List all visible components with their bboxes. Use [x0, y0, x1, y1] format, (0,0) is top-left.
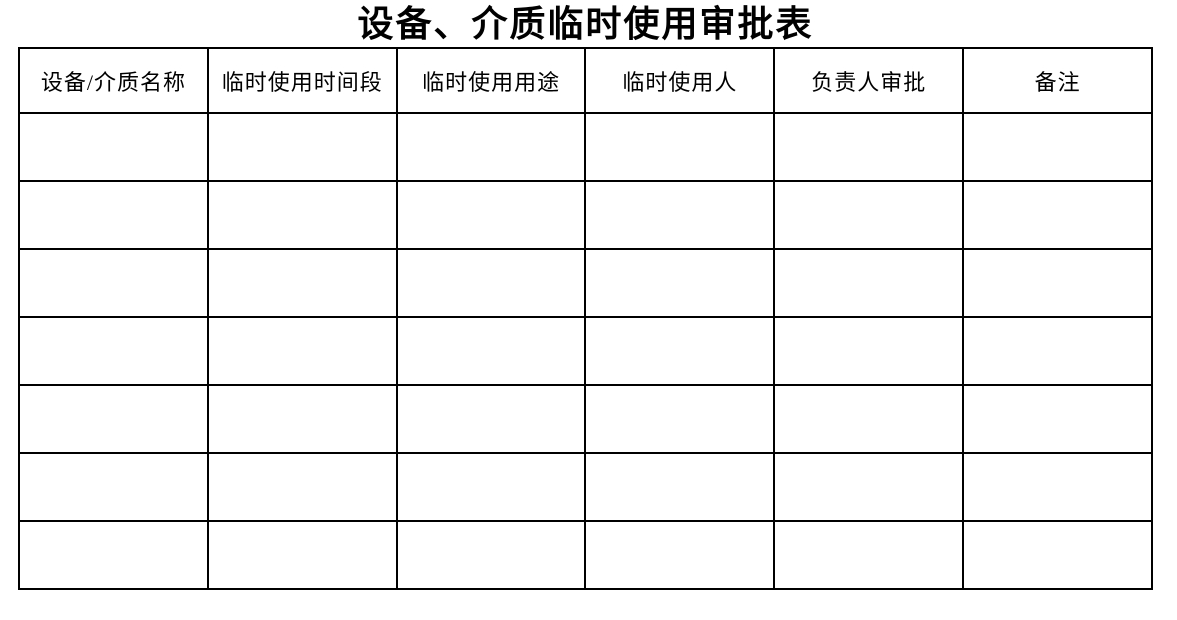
table-cell[interactable]: [773, 452, 965, 522]
table-cell[interactable]: [395, 520, 587, 590]
table-row: [18, 248, 1153, 318]
table-cell[interactable]: [584, 452, 776, 522]
table-cell[interactable]: [395, 248, 587, 318]
table-cell[interactable]: [962, 520, 1153, 590]
table-cell[interactable]: [206, 452, 398, 522]
table-cell[interactable]: [584, 112, 776, 182]
table-cell[interactable]: [584, 316, 776, 386]
table-cell[interactable]: [584, 384, 776, 454]
table-cell[interactable]: [584, 520, 776, 590]
table-cell[interactable]: [962, 316, 1153, 386]
table-cell[interactable]: [18, 520, 209, 590]
table-row: [18, 112, 1153, 182]
table-cell[interactable]: [395, 316, 587, 386]
table-cell[interactable]: [206, 316, 398, 386]
table-row: [18, 316, 1153, 386]
table-cell[interactable]: [206, 248, 398, 318]
table-cell[interactable]: [18, 316, 209, 386]
column-header-temporary-use-period: 临时使用时间段: [206, 47, 398, 114]
table-cell[interactable]: [773, 180, 965, 250]
table-cell[interactable]: [773, 248, 965, 318]
table-header: 设备/介质名称 临时使用时间段 临时使用用途 临时使用人 负责人审批 备注: [18, 47, 1153, 114]
table-cell[interactable]: [962, 112, 1153, 182]
table-cell[interactable]: [395, 452, 587, 522]
table-row: [18, 520, 1153, 590]
column-header-temporary-use-purpose: 临时使用用途: [395, 47, 587, 114]
table-cell[interactable]: [773, 112, 965, 182]
table-cell[interactable]: [18, 112, 209, 182]
table-row: [18, 180, 1153, 250]
table-cell[interactable]: [962, 384, 1153, 454]
table-cell[interactable]: [206, 520, 398, 590]
table-cell[interactable]: [206, 180, 398, 250]
table-row: [18, 452, 1153, 522]
column-header-device-media-name: 设备/介质名称: [18, 47, 209, 114]
table-cell[interactable]: [962, 180, 1153, 250]
table-cell[interactable]: [395, 112, 587, 182]
column-header-temporary-user: 临时使用人: [584, 47, 776, 114]
table-cell[interactable]: [18, 180, 209, 250]
table-cell[interactable]: [584, 248, 776, 318]
table-row: [18, 384, 1153, 454]
page-title: 设备、介质临时使用审批表: [357, 4, 814, 44]
table-cell[interactable]: [962, 452, 1153, 522]
table-cell[interactable]: [206, 112, 398, 182]
table-cell[interactable]: [18, 384, 209, 454]
approval-table: 设备/介质名称 临时使用时间段 临时使用用途 临时使用人 负责人审批 备注: [18, 47, 1153, 590]
table-cell[interactable]: [206, 384, 398, 454]
table-cell[interactable]: [395, 180, 587, 250]
column-header-remarks: 备注: [962, 47, 1153, 114]
table-cell[interactable]: [773, 316, 965, 386]
table-cell[interactable]: [584, 180, 776, 250]
table-cell[interactable]: [18, 452, 209, 522]
header-row: 设备/介质名称 临时使用时间段 临时使用用途 临时使用人 负责人审批 备注: [18, 47, 1153, 114]
table-cell[interactable]: [395, 384, 587, 454]
column-header-supervisor-approval: 负责人审批: [773, 47, 965, 114]
table-cell[interactable]: [962, 248, 1153, 318]
table-cell[interactable]: [773, 384, 965, 454]
table-cell[interactable]: [18, 248, 209, 318]
table-body: [18, 112, 1153, 590]
table-cell[interactable]: [773, 520, 965, 590]
